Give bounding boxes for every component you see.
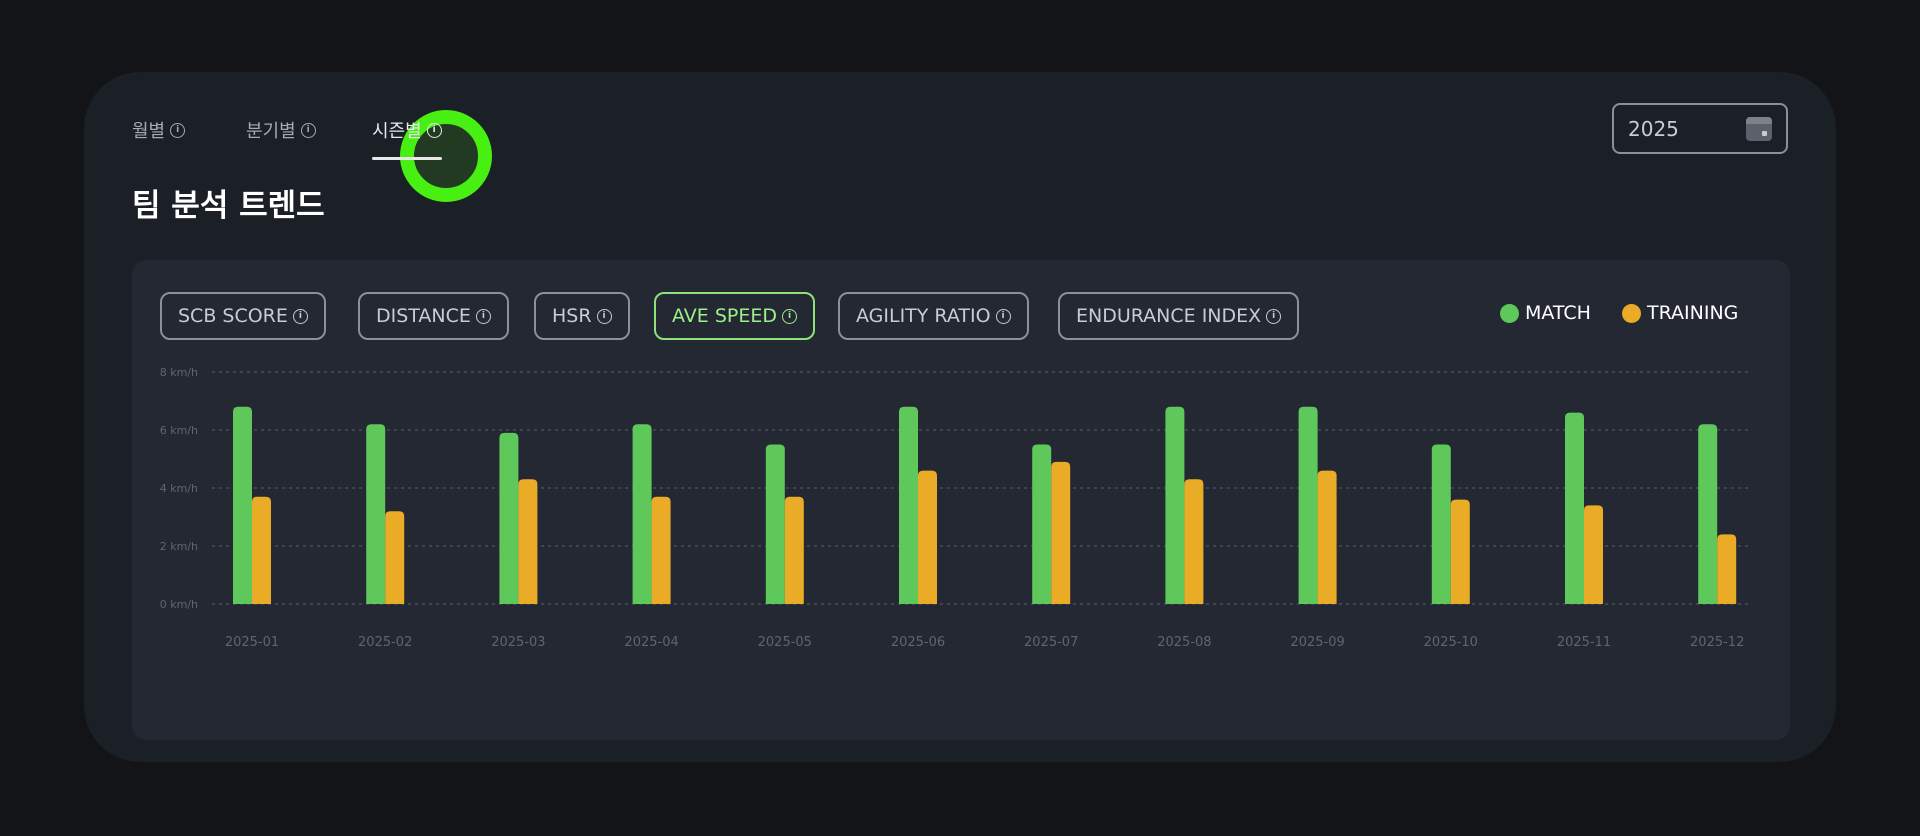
x-tick-label: 2025-05 [758,635,812,650]
trend-panel: 월별 i 분기별 i 시즌별 i 팀 분석 트렌드 2025 SCB SCORE… [84,72,1836,762]
bar-training[interactable] [918,470,937,604]
bar-training[interactable] [1317,470,1337,604]
x-tick-label: 2025-12 [1690,635,1744,650]
tab-season[interactable]: 시즌별 i [372,110,442,160]
y-tick-label: 4 km/h [160,482,198,495]
bar-training[interactable] [651,496,671,604]
y-tick-label: 0 km/h [160,598,198,611]
legend-label: TRAINING [1647,302,1739,324]
legend-training: TRAINING [1622,302,1738,324]
metric-hsr-button[interactable]: HSR i [534,292,630,340]
legend-dot [1622,303,1641,323]
bar-training[interactable] [518,479,538,604]
bar-match[interactable] [1565,412,1584,604]
x-tick-label: 2025-07 [1024,635,1078,650]
bar-training[interactable] [385,511,405,604]
tab-monthly-label: 월별 [132,121,166,142]
info-icon[interactable]: i [596,308,612,324]
metric-endurance-index-button[interactable]: ENDURANCE INDEX i [1058,292,1300,340]
bar-match[interactable] [233,406,252,604]
bar-match[interactable] [1698,424,1718,604]
info-icon[interactable]: i [995,308,1011,324]
metric-label: HSR [552,305,592,327]
metric-label: AVE SPEED [672,305,777,327]
tab-season-label: 시즌별 [372,121,422,142]
year-picker[interactable]: 2025 [1612,103,1788,154]
bar-match[interactable] [499,432,519,604]
x-tick-label: 2025-09 [1290,635,1344,650]
active-tab-underline [372,157,442,160]
x-tick-label: 2025-03 [491,635,545,650]
info-icon[interactable]: i [475,308,491,324]
metric-label: AGILITY RATIO [856,305,991,327]
page-title: 팀 분석 트렌드 [132,188,325,224]
bar-chart: 0 km/h 2 km/h 4 km/h 6 km/h 8 km/h 2025-01 202… [160,366,1752,650]
y-tick-label: 6 km/h [160,424,198,437]
calendar-icon[interactable] [1746,117,1772,141]
y-tick-label: 2 km/h [160,540,198,553]
legend-dot [1500,303,1519,323]
x-tick-label: 2025-04 [624,635,678,650]
metric-distance-button[interactable]: DISTANCE i [358,292,509,340]
metric-label: SCB SCORE [178,305,288,327]
bar-training[interactable] [784,496,804,604]
metric-label: ENDURANCE INDEX [1076,305,1262,327]
chart-card: SCB SCORE i DISTANCE i HSR i AVE SPEED i… [132,260,1790,740]
x-tick-label: 2025-11 [1557,635,1611,650]
bar-training[interactable] [1584,505,1603,604]
info-icon[interactable]: i [426,122,442,138]
tab-quarterly[interactable]: 분기별 i [246,110,316,150]
bar-match[interactable] [1032,444,1052,605]
info-icon[interactable]: i [292,308,308,324]
bar-training[interactable] [1051,461,1071,604]
bar-match[interactable] [1431,444,1451,605]
bar-match[interactable] [366,424,386,604]
x-tick-label: 2025-10 [1424,635,1478,650]
bar-match[interactable] [899,406,918,604]
bar-match[interactable] [1165,406,1185,604]
metric-ave-speed-button[interactable]: AVE SPEED i [654,292,815,340]
x-tick-label: 2025-02 [358,635,412,650]
legend-match: MATCH [1500,302,1591,324]
bar-match[interactable] [1298,406,1318,604]
info-icon[interactable]: i [781,308,797,324]
bar-match[interactable] [632,424,652,604]
legend-label: MATCH [1525,302,1591,324]
bar-training[interactable] [1184,479,1204,604]
bar-match[interactable] [765,444,785,605]
info-icon[interactable]: i [300,122,316,138]
bar-training[interactable] [1450,499,1470,604]
tab-monthly[interactable]: 월별 i [132,110,186,150]
x-tick-label: 2025-06 [891,635,945,650]
metric-agility-ratio-button[interactable]: AGILITY RATIO i [838,292,1029,340]
x-tick-label: 2025-01 [225,635,279,650]
year-value: 2025 [1628,116,1679,141]
bar-training[interactable] [252,496,271,604]
metric-label: DISTANCE [376,305,471,327]
y-tick-label: 8 km/h [160,366,198,379]
info-icon[interactable]: i [1266,308,1282,324]
bar-training[interactable] [1717,534,1737,604]
metric-scb-score-button[interactable]: SCB SCORE i [160,292,326,340]
tab-quarterly-label: 분기별 [246,121,296,142]
x-tick-label: 2025-08 [1157,635,1211,650]
info-icon[interactable]: i [170,122,186,138]
